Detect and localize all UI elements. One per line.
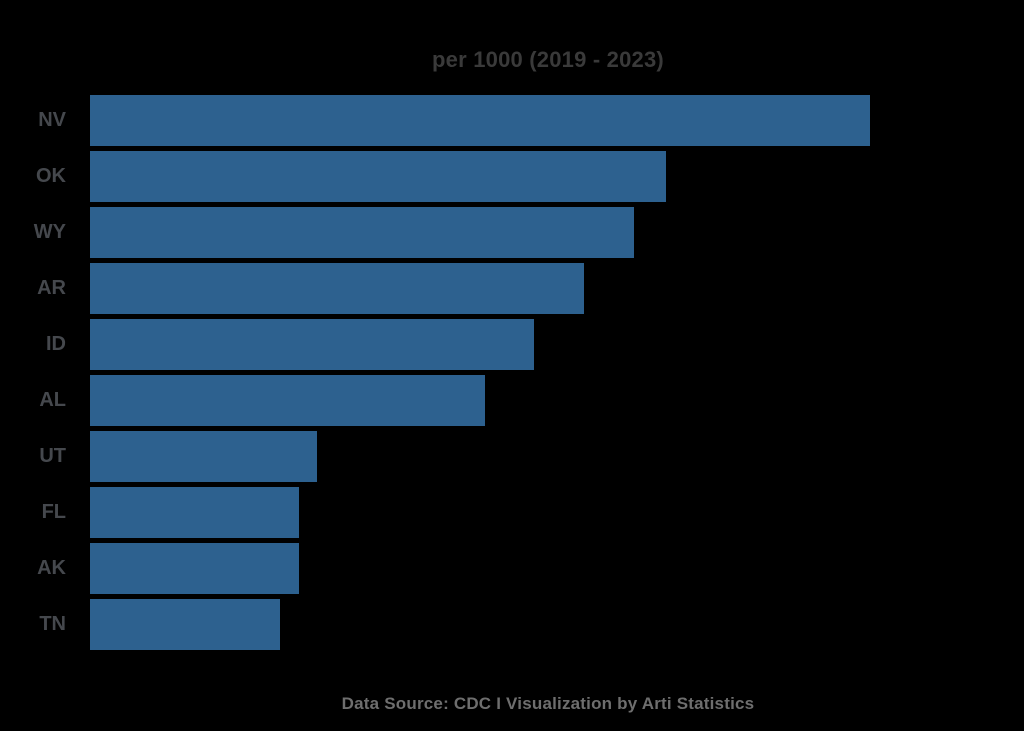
- bar-track: [78, 263, 1024, 314]
- y-axis-label: UT: [39, 445, 66, 467]
- y-axis-label: NV: [38, 109, 66, 131]
- bar-track: [78, 487, 1024, 538]
- y-axis-label: FL: [41, 501, 66, 523]
- bar-track: [78, 375, 1024, 426]
- bar-row: UT: [0, 431, 1024, 482]
- y-axis-label: AR: [37, 277, 66, 299]
- bar-track: [78, 207, 1024, 258]
- bar-track: [78, 319, 1024, 370]
- bar-row: OK: [0, 151, 1024, 202]
- bar: [90, 95, 870, 146]
- bar: [90, 319, 534, 370]
- bar: [90, 431, 317, 482]
- bar-row: ID: [0, 319, 1024, 370]
- y-axis-label: AK: [37, 557, 66, 579]
- bar: [90, 375, 485, 426]
- bar-track: [78, 95, 1024, 146]
- bar-row: AR: [0, 263, 1024, 314]
- bar-row: TN: [0, 599, 1024, 650]
- y-axis-label: WY: [33, 221, 66, 243]
- bar-row: AK: [0, 543, 1024, 594]
- bar-rows: NV OK WY AR ID AL UT: [0, 95, 1024, 655]
- y-axis-label: AL: [39, 389, 66, 411]
- bar-row: WY: [0, 207, 1024, 258]
- bar-row: NV: [0, 95, 1024, 146]
- bar-track: [78, 599, 1024, 650]
- data-source-note: Data Source: CDC I Visualization by Arti…: [341, 694, 755, 713]
- bar-row: FL: [0, 487, 1024, 538]
- bar: [90, 599, 280, 650]
- bar: [90, 207, 634, 258]
- y-axis-label: OK: [36, 165, 66, 187]
- chart-title: per 1000 (2019 - 2023): [432, 47, 664, 72]
- y-axis-label: TN: [39, 613, 66, 635]
- bar-track: [78, 543, 1024, 594]
- bar-row: AL: [0, 375, 1024, 426]
- bar: [90, 263, 584, 314]
- bar-track: [78, 431, 1024, 482]
- bar: [90, 543, 299, 594]
- bar-track: [78, 151, 1024, 202]
- bar: [90, 151, 666, 202]
- bar: [90, 487, 299, 538]
- y-axis-label: ID: [46, 333, 66, 355]
